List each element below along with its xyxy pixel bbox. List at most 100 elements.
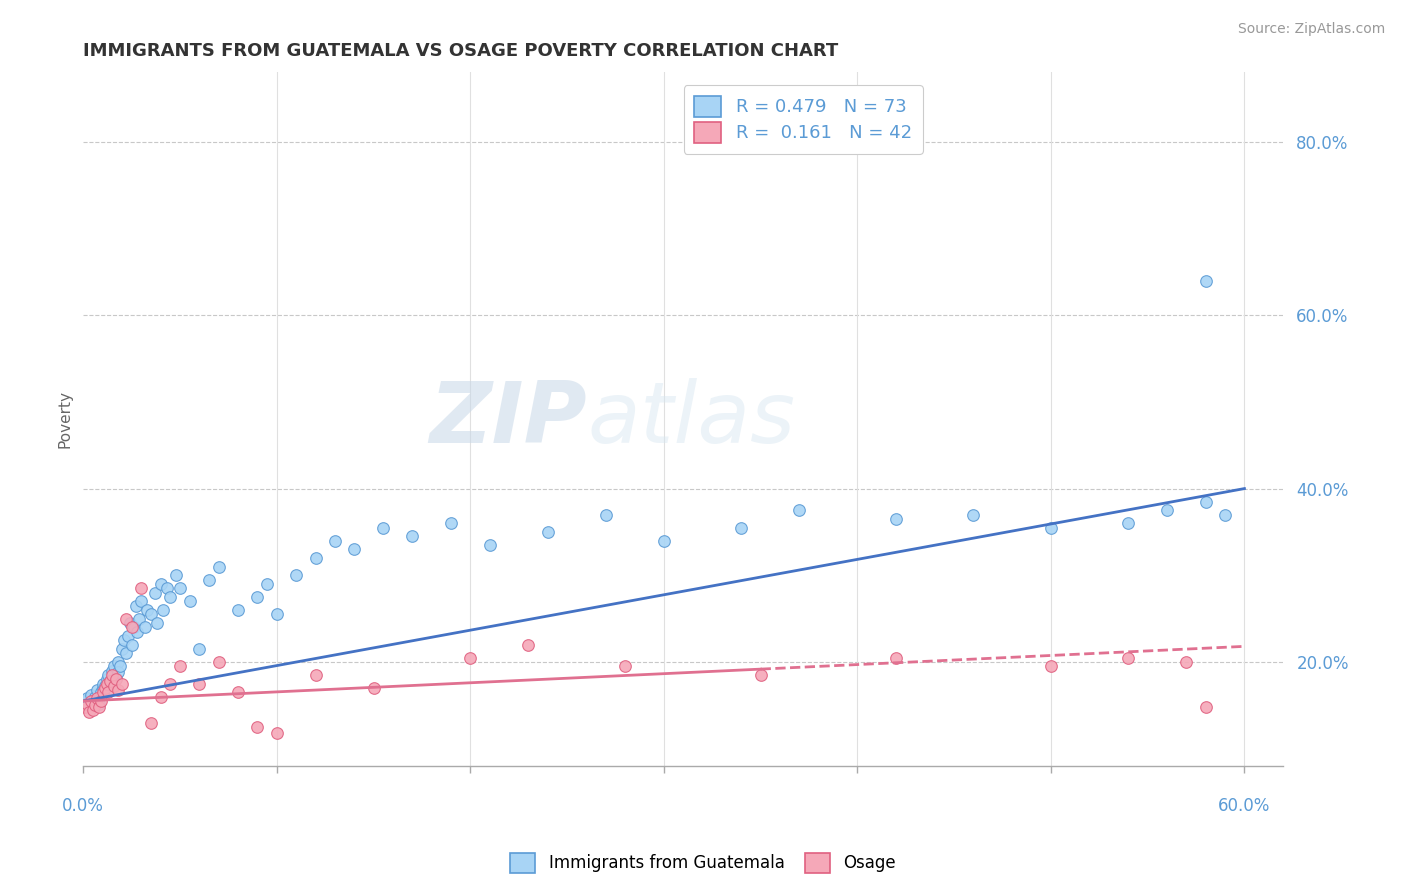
Point [103,679,125,693]
Point [82,694,104,708]
Point [108,659,131,673]
Point [75,700,97,714]
Point [1039,659,1062,673]
Point [198,573,221,587]
Point [131,582,153,596]
Point [139,715,162,730]
Point [246,720,269,734]
Point [107,682,129,697]
Text: ZIP: ZIP [430,377,588,460]
Point [149,577,172,591]
Point [478,538,501,552]
Point [103,659,125,673]
Point [115,646,138,660]
Point [208,655,231,669]
Point [323,533,346,548]
Point [86,682,108,697]
Point [517,638,540,652]
Point [1213,508,1236,522]
Point [343,542,366,557]
Point [159,676,181,690]
Point [127,624,149,639]
Point [614,659,637,673]
Point [460,650,482,665]
Point [363,681,385,695]
Point [117,629,139,643]
Point [77,698,100,713]
Point [1195,273,1218,287]
Point [90,685,112,699]
Point [749,668,772,682]
Text: 0.0%: 0.0% [62,797,104,814]
Point [159,590,181,604]
Point [121,620,143,634]
Point [91,685,114,699]
Point [76,691,98,706]
Point [884,650,907,665]
Point [101,664,124,678]
Point [188,676,211,690]
Point [165,568,187,582]
Point [90,694,112,708]
Point [111,642,134,657]
Point [1195,494,1218,508]
Point [87,700,110,714]
Point [97,685,120,699]
Point [118,615,141,630]
Point [124,599,146,613]
Point [83,698,105,713]
Point [100,673,122,688]
Point [75,694,97,708]
Point [112,633,135,648]
Point [91,681,114,695]
Point [146,615,169,630]
Point [115,612,138,626]
Point [226,685,249,699]
Point [97,668,120,682]
Point [77,705,100,719]
Point [131,594,153,608]
Point [91,676,114,690]
Point [208,559,231,574]
Point [93,681,115,695]
Point [169,659,191,673]
Point [789,503,811,517]
Point [86,691,108,706]
Point [1116,516,1139,531]
Point [304,550,326,565]
Point [730,520,752,534]
Point [96,673,118,687]
Point [155,582,177,596]
Point [256,577,278,591]
Point [304,668,326,682]
Point [100,673,122,688]
Legend: R = 0.479   N = 73, R =  0.161   N = 42: R = 0.479 N = 73, R = 0.161 N = 42 [683,85,922,153]
Point [1195,700,1218,714]
Point [93,679,115,693]
Point [107,655,129,669]
Point [226,603,249,617]
Point [652,533,675,548]
Point [128,612,150,626]
Y-axis label: Poverty: Poverty [58,390,72,448]
Point [1175,655,1198,669]
Point [76,697,98,711]
Point [595,508,617,522]
Point [143,585,166,599]
Point [246,590,269,604]
Point [266,607,288,622]
Point [121,638,143,652]
Text: Source: ZipAtlas.com: Source: ZipAtlas.com [1237,22,1385,37]
Point [179,594,201,608]
Point [1116,650,1139,665]
Point [139,607,162,622]
Point [1039,520,1062,534]
Point [105,671,128,685]
Point [373,520,395,534]
Point [285,568,308,582]
Point [169,582,191,596]
Text: 60.0%: 60.0% [1218,797,1271,814]
Point [87,697,110,711]
Point [83,690,105,704]
Legend: Immigrants from Guatemala, Osage: Immigrants from Guatemala, Osage [503,847,903,880]
